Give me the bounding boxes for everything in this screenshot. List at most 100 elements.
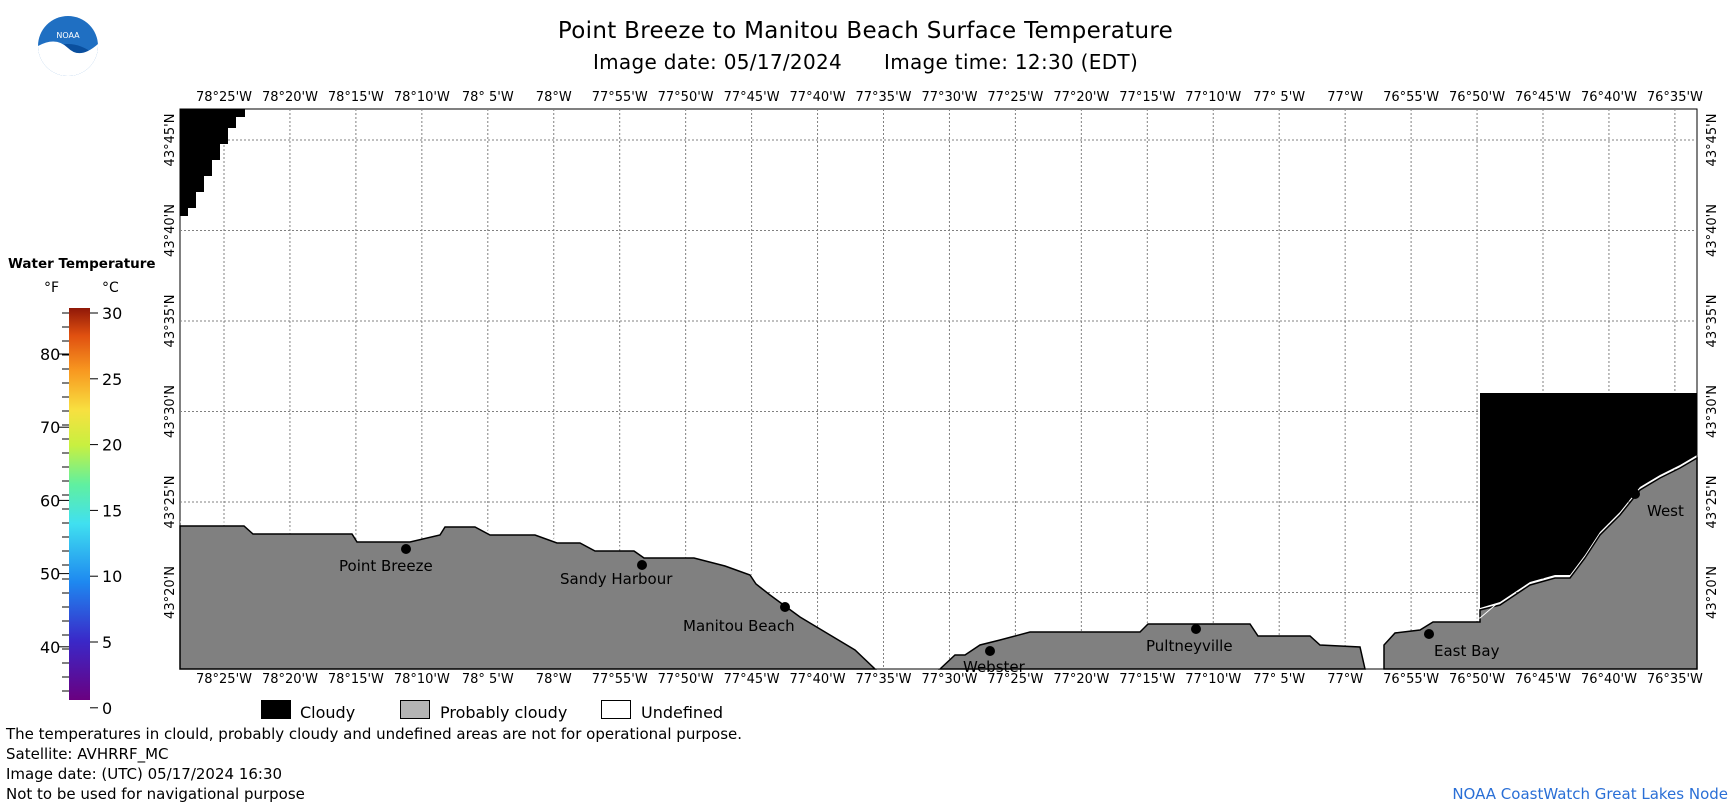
place-label-point-breeze: Point Breeze bbox=[339, 557, 433, 575]
shoreline-highlight-central bbox=[939, 619, 1361, 666]
lon-label-bottom: 78°10'W bbox=[394, 672, 450, 687]
scale-label-f: 70 bbox=[40, 418, 60, 437]
lon-label-bottom: 77°50'W bbox=[658, 672, 714, 687]
lat-label-right: 43°20'N bbox=[1705, 566, 1720, 619]
footer-disclaimer: The temperatures in clould, probably clo… bbox=[6, 725, 743, 743]
surface-temperature-map: 78°25'W 78°25'W 78°20'W 78°20'W 78°15'W 78°15… bbox=[163, 90, 1720, 687]
lon-label-top: 76°55'W bbox=[1383, 90, 1439, 105]
lon-label-bottom: 77°25'W bbox=[987, 672, 1043, 687]
lat-label-left: 43°30'N bbox=[163, 385, 178, 438]
lon-label-top: 78°10'W bbox=[394, 90, 450, 105]
lon-label-top: 77°15'W bbox=[1119, 90, 1175, 105]
lon-label-bottom: 78°15'W bbox=[328, 672, 384, 687]
legend-swatch-probably-cloudy bbox=[400, 700, 430, 719]
water-temperature-title: Water Temperature bbox=[8, 256, 156, 272]
footer-navigation-warning: Not to be used for navigational purpose bbox=[6, 785, 305, 803]
lon-label-bottom: 77°15'W bbox=[1119, 672, 1175, 687]
lon-label-top: 77°20'W bbox=[1053, 90, 1109, 105]
scale-label-c: 10 bbox=[102, 567, 122, 586]
color-ramp bbox=[69, 308, 90, 700]
scale-label-c: 0 bbox=[102, 699, 112, 718]
lon-label-bottom: 78°W bbox=[536, 672, 572, 687]
legend-swatch-cloudy bbox=[261, 700, 291, 719]
lon-label-top: 77° 5'W bbox=[1253, 90, 1305, 105]
lon-label-bottom: 76°40'W bbox=[1581, 672, 1637, 687]
place-label-sandy-harbour: Sandy Harbour bbox=[560, 570, 673, 588]
lon-label-top: 76°35'W bbox=[1647, 90, 1703, 105]
lon-label-bottom: 76°50'W bbox=[1449, 672, 1505, 687]
lon-label-top: 78°25'W bbox=[196, 90, 252, 105]
probably-cloudy-region-west bbox=[179, 525, 877, 670]
scale-label-c: 30 bbox=[102, 304, 122, 323]
noaa-logo-icon: NOAA bbox=[38, 16, 98, 76]
lat-label-left: 43°45'N bbox=[163, 114, 178, 167]
unit-celsius: °C bbox=[102, 280, 119, 296]
lon-label-top: 78°20'W bbox=[262, 90, 318, 105]
footer-satellite: Satellite: AVHRRF_MC bbox=[6, 745, 169, 763]
lon-label-bottom: 77°45'W bbox=[724, 672, 780, 687]
lat-label-right: 43°30'N bbox=[1705, 385, 1720, 438]
image-date: Image date: 05/17/2024 bbox=[592, 50, 843, 74]
noaa-logo-text: NOAA bbox=[56, 31, 80, 40]
lat-label-left: 43°35'N bbox=[163, 295, 178, 348]
place-label-west: West bbox=[1647, 502, 1684, 520]
lon-label-top: 77°25'W bbox=[987, 90, 1043, 105]
lon-label-top: 77°50'W bbox=[658, 90, 714, 105]
lat-label-right: 43°25'N bbox=[1705, 476, 1720, 529]
place-marker-point-breeze bbox=[401, 544, 411, 554]
lon-label-top: 76°50'W bbox=[1449, 90, 1505, 105]
lat-label-right: 43°45'N bbox=[1705, 114, 1720, 167]
scale-label-f: 40 bbox=[40, 638, 60, 657]
page-title: Point Breeze to Manitou Beach Surface Te… bbox=[557, 18, 1174, 44]
lon-label-bottom: 78° 5'W bbox=[462, 672, 514, 687]
lon-label-top: 77°45'W bbox=[724, 90, 780, 105]
lon-label-bottom: 77°W bbox=[1327, 672, 1363, 687]
place-marker-pultneyville bbox=[1191, 624, 1201, 634]
place-label-manitou-beach: Manitou Beach bbox=[683, 617, 795, 635]
lon-label-bottom: 77°55'W bbox=[592, 672, 648, 687]
place-label-east-bay: East Bay bbox=[1434, 642, 1500, 660]
scale-label-f: 60 bbox=[40, 491, 60, 510]
lat-label-right: 43°40'N bbox=[1705, 204, 1720, 257]
lon-label-top: 77°W bbox=[1327, 90, 1363, 105]
lat-label-left: 43°25'N bbox=[163, 476, 178, 529]
lon-label-bottom: 76°35'W bbox=[1647, 672, 1703, 687]
lon-label-bottom: 76°55'W bbox=[1383, 672, 1439, 687]
legend-label-undefined: Undefined bbox=[641, 703, 724, 722]
probably-cloudy-region-central bbox=[938, 623, 1366, 670]
lon-label-top: 77°10'W bbox=[1185, 90, 1241, 105]
probably-cloudy-region-east bbox=[1383, 456, 1698, 670]
lon-label-top: 78°W bbox=[536, 90, 572, 105]
scale-label-c: 25 bbox=[102, 370, 122, 389]
lon-label-bottom: 78°25'W bbox=[196, 672, 252, 687]
lat-label-right: 43°35'N bbox=[1705, 295, 1720, 348]
cloudy-region-top-left bbox=[180, 109, 245, 216]
lon-label-top: 77°35'W bbox=[855, 90, 911, 105]
lon-label-bottom: 76°45'W bbox=[1515, 672, 1571, 687]
lon-label-top: 76°40'W bbox=[1581, 90, 1637, 105]
lon-label-bottom: 77°10'W bbox=[1185, 672, 1241, 687]
lon-label-top: 78° 5'W bbox=[462, 90, 514, 105]
scale-label-f: 80 bbox=[40, 345, 60, 364]
lat-label-left: 43°40'N bbox=[163, 204, 178, 257]
place-marker-east-bay bbox=[1424, 629, 1434, 639]
lon-label-bottom: 77°30'W bbox=[921, 672, 977, 687]
footer-image-date-utc: Image date: (UTC) 05/17/2024 16:30 bbox=[6, 765, 283, 783]
legend-label-cloudy: Cloudy bbox=[300, 703, 356, 722]
credit-link[interactable]: NOAA CoastWatch Great Lakes Node bbox=[1452, 785, 1728, 803]
legend-swatch-undefined bbox=[601, 700, 631, 719]
scale-label-f: 50 bbox=[40, 565, 60, 584]
image-time: Image time: 12:30 (EDT) bbox=[884, 50, 1139, 74]
place-marker-manitou-beach bbox=[780, 602, 790, 612]
lon-label-top: 77°55'W bbox=[592, 90, 648, 105]
place-label-pultneyville: Pultneyville bbox=[1146, 637, 1233, 655]
unit-fahrenheit: °F bbox=[44, 280, 60, 296]
lon-label-top: 77°40'W bbox=[790, 90, 846, 105]
scale-label-c: 20 bbox=[102, 436, 122, 455]
lat-label-left: 43°20'N bbox=[163, 566, 178, 619]
legend-label-probably-cloudy: Probably cloudy bbox=[440, 703, 568, 722]
place-marker-sandy-harbour bbox=[637, 560, 647, 570]
lon-label-bottom: 77°20'W bbox=[1053, 672, 1109, 687]
lon-label-top: 78°15'W bbox=[328, 90, 384, 105]
